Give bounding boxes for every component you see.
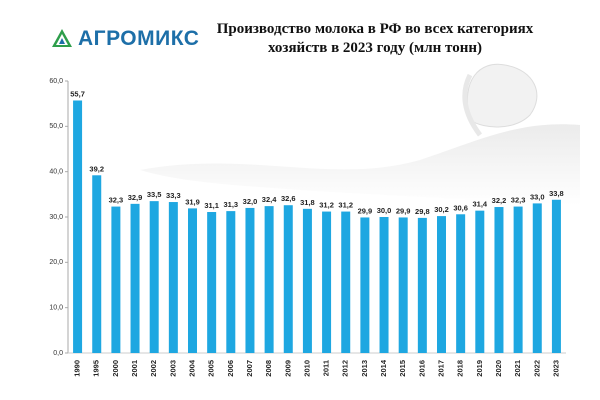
value-label: 31,2 xyxy=(338,201,353,210)
bar xyxy=(245,207,255,353)
value-label: 33,5 xyxy=(147,190,162,199)
bar xyxy=(226,211,236,353)
bar xyxy=(379,217,389,353)
value-label: 55,7 xyxy=(70,89,85,98)
value-label: 33,3 xyxy=(166,191,181,200)
value-label: 39,2 xyxy=(89,164,104,173)
chart-title: Производство молока в РФ во всех категор… xyxy=(216,21,534,56)
bar xyxy=(437,216,446,353)
value-label: 29,8 xyxy=(415,207,430,216)
x-tick-label: 2012 xyxy=(341,360,350,377)
value-label: 31,4 xyxy=(473,200,488,209)
value-label: 32,3 xyxy=(511,196,526,205)
x-tick-label: 2009 xyxy=(283,360,292,377)
value-label: 31,9 xyxy=(185,197,200,206)
x-tick-label: 2020 xyxy=(494,360,503,377)
value-label: 31,1 xyxy=(204,201,219,210)
x-tick-label: 2005 xyxy=(207,360,216,377)
value-label: 32,2 xyxy=(492,196,507,205)
value-label: 29,9 xyxy=(358,206,373,215)
value-label: 31,8 xyxy=(300,198,315,207)
bar xyxy=(417,217,427,353)
bar xyxy=(92,175,102,353)
bar xyxy=(302,208,312,353)
y-tick-label: 60,0 xyxy=(49,78,63,85)
bar xyxy=(513,206,523,353)
bar xyxy=(168,202,178,353)
value-label: 30,6 xyxy=(453,203,468,212)
bar xyxy=(283,205,293,353)
x-tick-label: 2011 xyxy=(322,360,331,376)
value-label: 33,8 xyxy=(549,189,564,198)
x-tick-label: 2002 xyxy=(149,360,158,377)
bar xyxy=(532,203,542,353)
x-tick-label: 1995 xyxy=(92,360,101,377)
value-label: 32,3 xyxy=(109,196,124,205)
bar xyxy=(322,211,332,353)
bar xyxy=(188,208,197,353)
y-tick-label: 10,0 xyxy=(49,305,63,312)
x-tick-label: 2001 xyxy=(130,360,139,377)
bar xyxy=(494,207,504,353)
x-tick-label: 2018 xyxy=(456,360,465,377)
y-tick-label: 30,0 xyxy=(49,214,63,221)
x-tick-label: 2014 xyxy=(379,359,388,377)
x-tick-label: 2021 xyxy=(513,360,522,377)
value-label: 33,0 xyxy=(530,192,545,201)
x-tick-label: 2010 xyxy=(302,360,311,377)
y-tick-label: 0,0 xyxy=(53,350,63,357)
milk-decoration xyxy=(140,63,580,205)
x-tick-label: 2006 xyxy=(226,360,235,377)
x-tick-label: 2008 xyxy=(264,360,273,377)
x-tick-label: 2000 xyxy=(111,360,120,377)
bar xyxy=(149,201,159,353)
bar xyxy=(111,206,121,353)
logo-text: АГРОМИКС xyxy=(78,27,200,50)
bar xyxy=(398,217,408,353)
value-label: 31,3 xyxy=(224,200,239,209)
bar xyxy=(130,203,140,353)
value-label: 32,0 xyxy=(243,197,258,206)
value-label: 32,4 xyxy=(262,195,277,204)
value-label: 30,0 xyxy=(377,206,392,215)
x-tick-label: 2017 xyxy=(436,360,445,377)
bar xyxy=(456,214,466,353)
logo-icon xyxy=(52,29,72,47)
y-tick-label: 50,0 xyxy=(49,123,63,130)
x-tick-label: 2022 xyxy=(532,360,541,377)
value-label: 32,6 xyxy=(281,194,296,203)
bar xyxy=(341,211,351,353)
x-tick-label: 2015 xyxy=(398,360,407,377)
bar xyxy=(360,217,370,353)
x-tick-label: 2019 xyxy=(475,360,484,377)
bar xyxy=(264,206,274,353)
x-tick-label: 2007 xyxy=(245,360,254,377)
value-label: 32,9 xyxy=(128,193,143,202)
bar xyxy=(207,212,217,353)
x-tick-label: 2004 xyxy=(187,359,196,377)
x-tick-label: 2016 xyxy=(417,360,426,377)
x-tick-label: 2003 xyxy=(168,360,177,377)
x-tick-label: 1990 xyxy=(73,360,82,377)
value-label: 29,9 xyxy=(396,206,411,215)
bar xyxy=(551,199,561,353)
y-tick-label: 40,0 xyxy=(49,169,63,176)
value-label: 31,2 xyxy=(319,201,334,210)
bar xyxy=(73,100,83,353)
x-tick-label: 2013 xyxy=(360,360,369,377)
x-tick-label: 2023 xyxy=(551,360,560,377)
bar xyxy=(475,210,485,353)
value-label: 30,2 xyxy=(434,205,449,214)
y-tick-label: 20,0 xyxy=(49,259,63,266)
